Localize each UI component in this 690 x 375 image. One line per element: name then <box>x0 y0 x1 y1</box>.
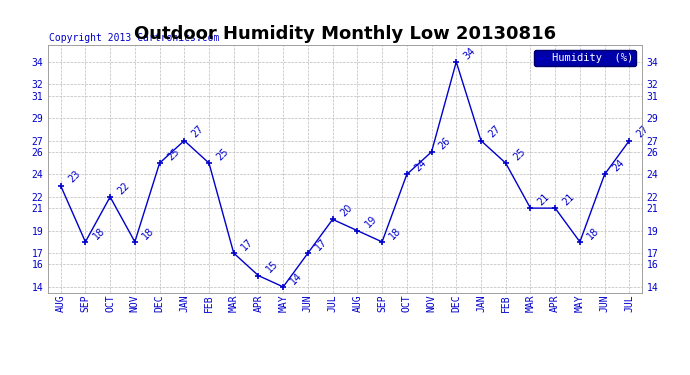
Text: 27: 27 <box>486 124 502 140</box>
Text: 26: 26 <box>437 135 453 151</box>
Text: 14: 14 <box>288 270 304 286</box>
Text: Copyright 2013 Cartronics.com: Copyright 2013 Cartronics.com <box>50 33 220 42</box>
Text: 24: 24 <box>413 158 428 174</box>
Text: 27: 27 <box>635 124 651 140</box>
Text: 24: 24 <box>610 158 626 174</box>
Text: 21: 21 <box>561 192 577 207</box>
Text: 34: 34 <box>462 45 477 61</box>
Title: Outdoor Humidity Monthly Low 20130816: Outdoor Humidity Monthly Low 20130816 <box>134 26 556 44</box>
Text: 25: 25 <box>165 146 181 162</box>
Text: 18: 18 <box>140 225 156 241</box>
Text: 25: 25 <box>511 146 527 162</box>
Text: 19: 19 <box>363 214 379 230</box>
Text: 18: 18 <box>91 225 107 241</box>
Text: 17: 17 <box>239 237 255 252</box>
Text: 17: 17 <box>313 237 329 252</box>
Text: 22: 22 <box>116 180 132 196</box>
Text: 18: 18 <box>388 225 404 241</box>
Text: 27: 27 <box>190 124 206 140</box>
Text: 18: 18 <box>585 225 601 241</box>
Text: 20: 20 <box>338 203 354 219</box>
Text: 23: 23 <box>66 169 82 185</box>
Text: 15: 15 <box>264 259 280 275</box>
Legend: Humidity  (%): Humidity (%) <box>535 50 636 66</box>
Text: 21: 21 <box>536 192 552 207</box>
Text: 25: 25 <box>215 146 230 162</box>
